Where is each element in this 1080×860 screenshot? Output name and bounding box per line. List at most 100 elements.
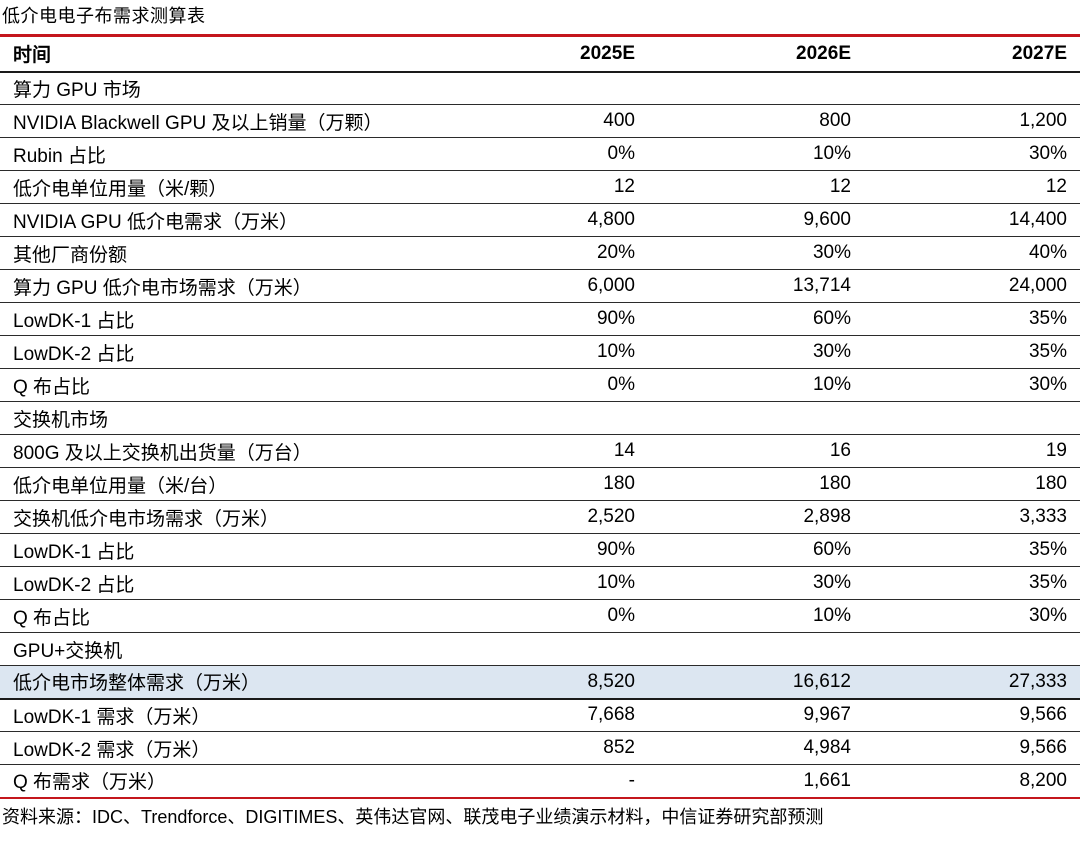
row-label: 交换机市场 — [0, 401, 432, 435]
table-row: LowDK-1 占比 90% 60% 35% — [0, 533, 1080, 567]
cell-value: 10% — [432, 335, 648, 369]
cell-value: 9,600 — [648, 203, 864, 237]
cell-value: 800 — [648, 104, 864, 138]
cell-value: 2,898 — [648, 500, 864, 534]
cell-value — [864, 632, 1080, 666]
cell-value: 400 — [432, 104, 648, 138]
cell-value: 40% — [864, 236, 1080, 270]
cell-value: 13,714 — [648, 269, 864, 303]
report-table-page: 低介电电子布需求测算表 时间 2025E 2026E 2027E 算力 GPU 市场 N… — [0, 6, 1080, 827]
cell-value: 16 — [648, 434, 864, 468]
cell-value: 10% — [648, 599, 864, 633]
row-label: 算力 GPU 低介电市场需求（万米） — [0, 269, 432, 303]
cell-value: 90% — [432, 302, 648, 336]
row-label: GPU+交换机 — [0, 632, 432, 666]
cell-value: 10% — [432, 566, 648, 600]
cell-value: 24,000 — [864, 269, 1080, 303]
cell-value: 30% — [648, 335, 864, 369]
table-row: 低介电单位用量（米/台） 180 180 180 — [0, 467, 1080, 501]
header-cell-year: 2027E — [864, 35, 1080, 73]
row-label: 其他厂商份额 — [0, 236, 432, 270]
row-label: Q 布占比 — [0, 368, 432, 402]
section-row: 算力 GPU 市场 — [0, 71, 1080, 105]
cell-value — [648, 401, 864, 435]
table-row: 低介电单位用量（米/颗） 12 12 12 — [0, 170, 1080, 204]
cell-value: 30% — [648, 236, 864, 270]
cell-value: 9,566 — [864, 731, 1080, 765]
row-label: Rubin 占比 — [0, 137, 432, 171]
cell-value: 1,661 — [803, 769, 851, 791]
row-label: Q 布需求（万米） — [13, 772, 167, 794]
cell-value — [648, 71, 864, 105]
cell-value: 19 — [864, 434, 1080, 468]
cell-value: 35% — [864, 302, 1080, 336]
row-label: NVIDIA GPU 低介电需求（万米） — [0, 203, 432, 237]
cell-value — [864, 401, 1080, 435]
cell-value: 10% — [648, 137, 864, 171]
cell-value: 7,668 — [432, 698, 648, 732]
table-row: LowDK-2 占比 10% 30% 35% — [0, 566, 1080, 600]
cell-value: 12 — [432, 170, 648, 204]
table-row: LowDK-2 占比 10% 30% 35% — [0, 335, 1080, 369]
cell-value: 14 — [432, 434, 648, 468]
cell-value: 0% — [432, 599, 648, 633]
cell-value: 35% — [864, 566, 1080, 600]
cell-value: 90% — [432, 533, 648, 567]
cell-value: 852 — [432, 731, 648, 765]
cell-value: 8,520 — [432, 665, 648, 700]
cell-value: 1,200 — [864, 104, 1080, 138]
table-row: Rubin 占比 0% 10% 30% — [0, 137, 1080, 171]
table-title: 低介电电子布需求测算表 — [2, 6, 206, 26]
cell-value: 35% — [864, 533, 1080, 567]
row-label: Q 布占比 — [0, 599, 432, 633]
cell-value: 9,566 — [864, 698, 1080, 732]
row-label: 交换机低介电市场需求（万米） — [0, 500, 432, 534]
section-row: 交换机市场 — [0, 401, 1080, 435]
cell-value: 12 — [648, 170, 864, 204]
row-label: NVIDIA Blackwell GPU 及以上销量（万颗） — [0, 104, 432, 138]
table-row: LowDK-1 占比 90% 60% 35% — [0, 302, 1080, 336]
header-cell-year: 2026E — [648, 35, 864, 73]
source-note: 资料来源：IDC、Trendforce、DIGITIMES、英伟达官网、联茂电子… — [2, 806, 824, 827]
cell-value: 12 — [864, 170, 1080, 204]
row-label: LowDK-1 占比 — [0, 302, 432, 336]
cell-value: - — [628, 769, 635, 791]
cell-value: 0% — [432, 368, 648, 402]
row-label: 低介电单位用量（米/台） — [0, 467, 432, 501]
table-body: 算力 GPU 市场 NVIDIA Blackwell GPU 及以上销量（万颗） 4… — [0, 71, 1080, 798]
cell-value: 9,967 — [648, 698, 864, 732]
row-label: LowDK-1 需求（万米） — [0, 698, 432, 732]
cell-value: 30% — [864, 368, 1080, 402]
cell-value: 16,612 — [648, 665, 864, 700]
cell-value: 4,984 — [648, 731, 864, 765]
cell-value: 30% — [864, 137, 1080, 171]
cell-value: 10% — [648, 368, 864, 402]
table-row: Q 布需求（万米） - 1,661 8,200 — [0, 765, 1080, 798]
row-label: LowDK-1 占比 — [0, 533, 432, 567]
cell-value: 60% — [648, 302, 864, 336]
cell-value: 6,000 — [432, 269, 648, 303]
cell-value: 30% — [864, 599, 1080, 633]
table-row: 800G 及以上交换机出货量（万台） 14 16 19 — [0, 434, 1080, 468]
table-row: Q 布占比 0% 10% 30% — [0, 599, 1080, 633]
row-label: LowDK-2 需求（万米） — [0, 731, 432, 765]
table-row: 算力 GPU 低介电市场需求（万米） 6,000 13,714 24,000 — [0, 269, 1080, 303]
cell-value: 30% — [648, 566, 864, 600]
cell-value — [648, 632, 864, 666]
total-row: 低介电市场整体需求（万米） 8,520 16,612 27,333 — [0, 665, 1080, 700]
cell-value: 180 — [864, 467, 1080, 501]
cell-value — [432, 632, 648, 666]
header-cell-year: 2025E — [432, 35, 648, 73]
cell-value: 60% — [648, 533, 864, 567]
table-row: LowDK-1 需求（万米） 7,668 9,967 9,566 — [0, 698, 1080, 732]
table-row: Q 布占比 0% 10% 30% — [0, 368, 1080, 402]
row-label: 低介电单位用量（米/颗） — [0, 170, 432, 204]
cell-value: 27,333 — [864, 665, 1080, 700]
cell-value: 8,200 — [1019, 769, 1067, 791]
row-label: LowDK-2 占比 — [0, 335, 432, 369]
cell-value: 35% — [864, 335, 1080, 369]
table-row: NVIDIA Blackwell GPU 及以上销量（万颗） 400 800 1,20… — [0, 104, 1080, 138]
demand-table: 时间 2025E 2026E 2027E 算力 GPU 市场 NVIDIA Blackw… — [0, 34, 1080, 799]
table-row: 其他厂商份额 20% 30% 40% — [0, 236, 1080, 270]
table-row: 交换机低介电市场需求（万米） 2,520 2,898 3,333 — [0, 500, 1080, 534]
